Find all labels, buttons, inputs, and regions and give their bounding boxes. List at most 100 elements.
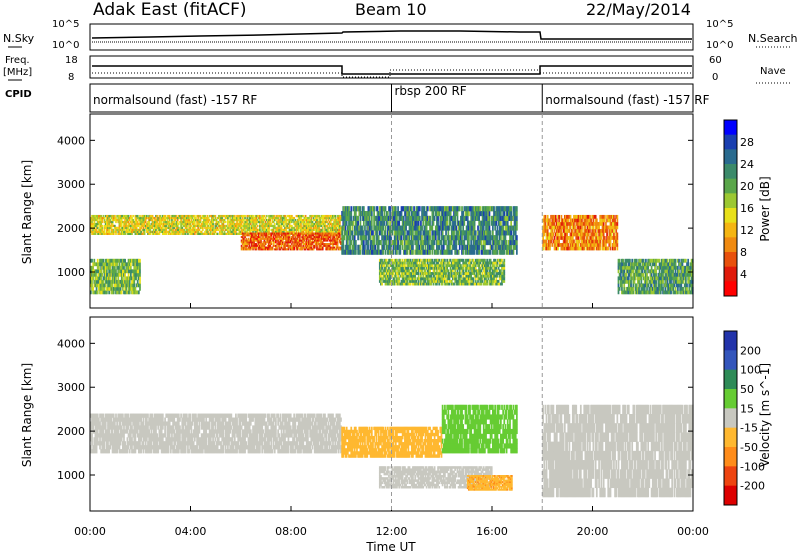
heatmap-cell [386, 225, 389, 231]
heatmap-cell [397, 277, 399, 281]
heatmap-cell [448, 277, 451, 281]
heatmap-cell [240, 218, 243, 222]
heatmap-cell [426, 258, 429, 262]
heatmap-cell [428, 244, 430, 250]
heatmap-cell [431, 277, 434, 281]
heatmap-cell [92, 286, 95, 291]
heatmap-cell [168, 226, 171, 230]
heatmap-cell [515, 211, 518, 217]
heatmap-cell [298, 218, 301, 222]
heatmap-cell [482, 220, 485, 226]
heatmap-cell [401, 206, 404, 212]
heatmap-cell [393, 235, 396, 241]
heatmap-cell [378, 230, 381, 236]
nave-tick-bottom: 0 [712, 72, 718, 83]
heatmap-cell [131, 290, 133, 295]
heatmap-cell [305, 224, 308, 228]
heatmap-cell [469, 206, 471, 212]
heatmap-cell [464, 230, 467, 236]
heatmap-cell [481, 279, 484, 283]
heatmap-cell [449, 264, 452, 268]
heatmap-cell [431, 279, 434, 283]
heatmap-cell [306, 236, 309, 239]
heatmap-cell [433, 264, 436, 268]
heatmap-cell [425, 258, 428, 262]
heatmap-cell [280, 244, 283, 247]
heatmap-cell [276, 220, 278, 224]
heatmap-cell [445, 266, 447, 270]
heatmap-cell [350, 249, 353, 255]
heatmap-cell [217, 224, 220, 228]
heatmap-cell [156, 214, 158, 218]
heatmap-cell [391, 274, 394, 278]
heatmap-cell [309, 232, 312, 235]
heatmap-cell [324, 232, 326, 235]
heatmap-cell [426, 235, 429, 241]
heatmap-cell [466, 230, 469, 236]
heatmap-cell [378, 225, 381, 231]
heatmap-cell [139, 265, 141, 270]
heatmap-cell [201, 214, 204, 218]
heatmap-cell [486, 211, 489, 217]
heatmap-cell [171, 228, 173, 232]
heatmap-cell [260, 239, 262, 242]
heatmap-cell [289, 230, 292, 234]
heatmap-cell [324, 237, 326, 240]
heatmap-cell [134, 258, 137, 263]
heatmap-cell [422, 277, 425, 281]
heatmap-cell [118, 220, 121, 224]
heatmap-cell [370, 215, 373, 221]
heatmap-cell [479, 206, 482, 212]
heatmap-cell [261, 222, 264, 226]
heatmap-cell [471, 269, 474, 273]
heatmap-cell [444, 206, 446, 212]
heatmap-cell [319, 241, 322, 244]
heatmap-cell [361, 244, 364, 250]
heatmap-cell [300, 232, 302, 235]
heatmap-cell [294, 237, 297, 240]
heatmap-cell [96, 226, 99, 230]
heatmap-cell [102, 232, 105, 236]
heatmap-cell [456, 215, 459, 221]
heatmap-cell [479, 230, 482, 236]
heatmap-cell [326, 236, 329, 239]
heatmap-cell [431, 264, 434, 268]
heatmap-cell [255, 236, 258, 239]
heatmap-cell [469, 266, 471, 270]
heatmap-cell [309, 226, 312, 230]
heatmap-cell [271, 232, 274, 235]
heatmap-cell [422, 206, 425, 212]
heatmap-cell [440, 235, 443, 241]
heatmap-cell [135, 276, 138, 281]
heatmap-cell [327, 222, 330, 226]
heatmap-cell [90, 290, 92, 295]
heatmap-cell [128, 262, 131, 267]
heatmap-cell [236, 220, 238, 224]
heatmap-cell [503, 244, 506, 250]
heatmap-cell [151, 216, 154, 220]
heatmap-cell [136, 262, 139, 267]
heatmap-cell [192, 214, 195, 218]
heatmap-cell [220, 230, 222, 234]
heatmap-cell [317, 237, 320, 240]
heatmap-cell [230, 220, 233, 224]
heatmap-cell [472, 272, 475, 275]
heatmap-cell [230, 226, 233, 230]
heatmap-cell [243, 224, 245, 228]
heatmap-cell [407, 269, 410, 273]
heatmap-cell [135, 224, 138, 228]
heatmap-cell [268, 244, 270, 247]
heatmap-cell [125, 224, 128, 228]
heatmap-cell [332, 237, 334, 240]
heatmap-cell [426, 261, 429, 265]
heatmap-cell [320, 236, 323, 239]
heatmap-cell [289, 220, 292, 224]
heatmap-cell [312, 236, 315, 239]
heatmap-cell [253, 241, 256, 244]
heatmap-cell [283, 244, 285, 247]
heatmap-cell [394, 239, 397, 246]
heatmap-cell [438, 279, 441, 283]
heatmap-cell [488, 272, 491, 275]
heatmap-cell [100, 279, 103, 284]
heatmap-cell [510, 215, 513, 221]
